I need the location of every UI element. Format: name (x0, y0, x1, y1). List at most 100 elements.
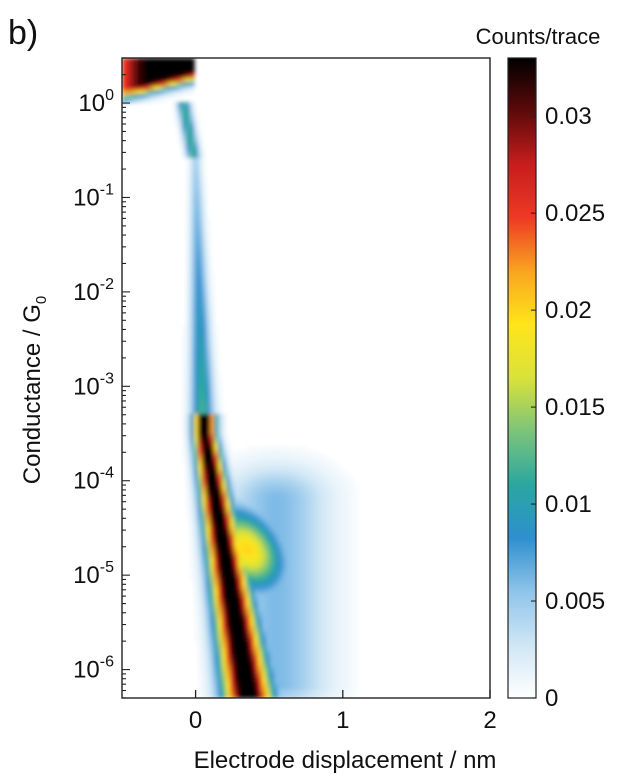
heatmap-cell (210, 642, 215, 647)
heatmap-cell (354, 546, 359, 551)
heatmap-cell (346, 502, 351, 507)
heatmap-cell (290, 486, 295, 491)
heatmap-cell (182, 402, 187, 407)
heatmap-cell (194, 570, 199, 575)
heatmap-cell (194, 262, 199, 267)
heatmap-cell (314, 578, 319, 583)
heatmap-cell (198, 386, 203, 391)
heatmap-cell (242, 630, 247, 635)
heatmap-cell (194, 382, 199, 387)
heatmap-cell (206, 410, 211, 415)
heatmap-cell (250, 546, 255, 551)
heatmap-cell (342, 694, 347, 698)
heatmap-cell (354, 650, 359, 655)
heatmap-cell (266, 550, 271, 555)
heatmap-cell (206, 598, 211, 603)
heatmap-cell (314, 546, 319, 551)
heatmap-cell (150, 74, 155, 79)
heatmap-cell (290, 542, 295, 547)
heatmap-cell (202, 494, 207, 499)
heatmap-cell (314, 602, 319, 607)
heatmap-cell (310, 666, 315, 671)
heatmap-cell (334, 590, 339, 595)
heatmap-cell (154, 58, 159, 63)
heatmap-cell (274, 490, 279, 495)
heatmap-cell (334, 514, 339, 519)
heatmap-cell (190, 70, 195, 75)
heatmap-cell (226, 502, 231, 507)
heatmap-cell (330, 470, 335, 475)
heatmap-cell (258, 642, 263, 647)
heatmap-cell (258, 482, 263, 487)
heatmap-cell (222, 490, 227, 495)
heatmap-cell (250, 570, 255, 575)
heatmap-cell (306, 674, 311, 679)
heatmap-cell (186, 106, 191, 111)
heatmap-cell (314, 630, 319, 635)
heatmap-cell (346, 670, 351, 675)
heatmap-cell (354, 586, 359, 591)
heatmap-cell (218, 386, 223, 391)
heatmap-cell (214, 670, 219, 675)
heatmap-cell (278, 658, 283, 663)
heatmap-cell (222, 510, 227, 515)
heatmap-cell (202, 318, 207, 323)
heatmap-cell (218, 606, 223, 611)
heatmap-cell (302, 482, 307, 487)
heatmap-cell (294, 614, 299, 619)
heatmap-cell (206, 622, 211, 627)
heatmap-cell (298, 574, 303, 579)
heatmap-cell (186, 86, 191, 91)
heatmap-cell (226, 486, 231, 491)
heatmap-cell (274, 510, 279, 515)
heatmap-cell (306, 606, 311, 611)
heatmap-cell (194, 130, 199, 135)
heatmap-cell (354, 646, 359, 651)
heatmap-cell (258, 670, 263, 675)
heatmap-cell (306, 602, 311, 607)
heatmap-cell (178, 62, 183, 67)
heatmap-cell (286, 670, 291, 675)
heatmap-cell (326, 622, 331, 627)
heatmap-cell (270, 538, 275, 543)
heatmap-cell (318, 602, 323, 607)
heatmap-cell (162, 86, 167, 91)
heatmap-cell (218, 438, 223, 443)
heatmap-cell (250, 446, 255, 451)
heatmap-cell (318, 474, 323, 479)
heatmap-cell (258, 458, 263, 463)
heatmap-cell (186, 254, 191, 259)
heatmap-cell (210, 610, 215, 615)
heatmap-cell (206, 378, 211, 383)
heatmap-cell (298, 662, 303, 667)
heatmap-cell (226, 586, 231, 591)
heatmap-cell (122, 62, 127, 67)
heatmap-cell (154, 90, 159, 95)
heatmap-cell (226, 554, 231, 559)
heatmap-cell (186, 238, 191, 243)
heatmap-cell (262, 478, 267, 483)
heatmap-cell (290, 526, 295, 531)
heatmap-cell (258, 478, 263, 483)
heatmap-cell (342, 682, 347, 687)
heatmap-cell (230, 490, 235, 495)
heatmap-cell (218, 398, 223, 403)
heatmap-cell (194, 178, 199, 183)
heatmap-cell (190, 210, 195, 215)
heatmap-cell (266, 602, 271, 607)
heatmap-cell (330, 682, 335, 687)
heatmap-cell (202, 602, 207, 607)
heatmap-cell (190, 314, 195, 319)
heatmap-cell (206, 230, 211, 235)
heatmap-cell (226, 530, 231, 535)
heatmap-cell (286, 602, 291, 607)
heatmap-cell (202, 258, 207, 263)
heatmap-cell (310, 678, 315, 683)
heatmap-cell (322, 666, 327, 671)
heatmap-cell (330, 458, 335, 463)
heatmap-cell (194, 486, 199, 491)
heatmap-cell (266, 506, 271, 511)
heatmap-cell (338, 482, 343, 487)
heatmap-cell (226, 438, 231, 443)
heatmap-cell (250, 478, 255, 483)
